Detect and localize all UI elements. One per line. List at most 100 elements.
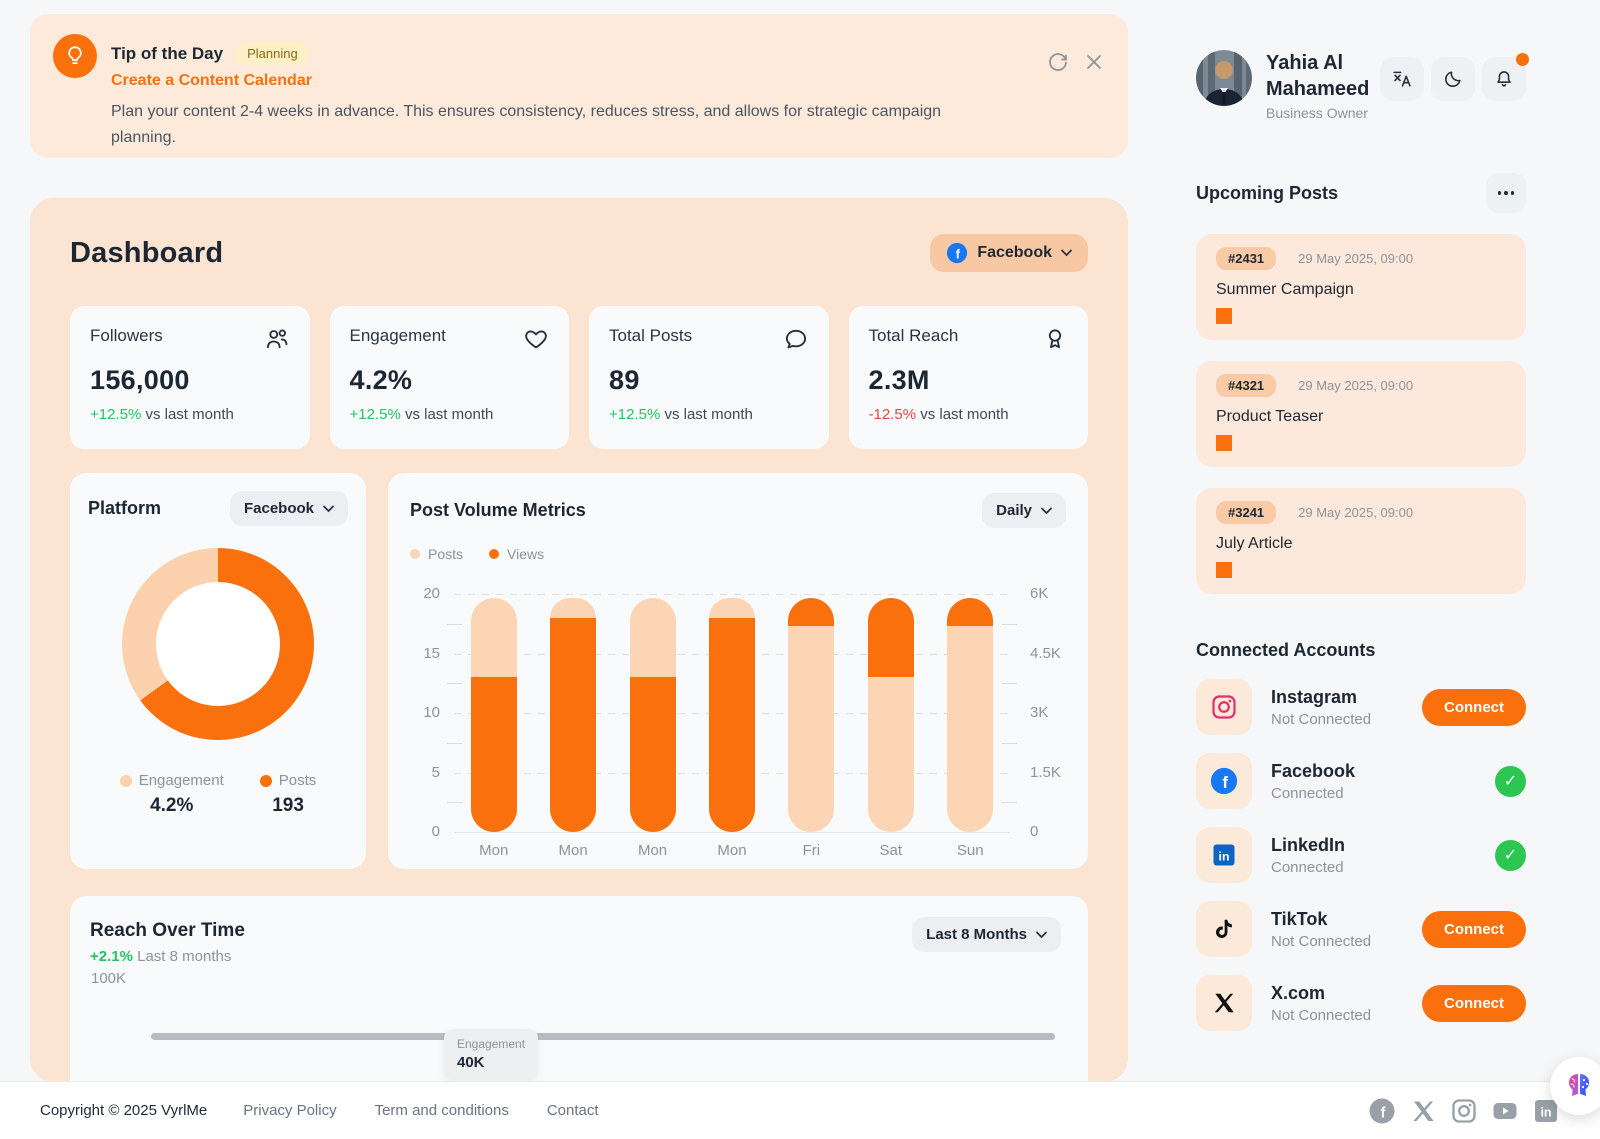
stat-label: Followers (90, 326, 163, 345)
stat-value: 89 (609, 365, 640, 395)
refresh-icon[interactable] (1046, 50, 1070, 74)
translate-icon[interactable] (1380, 57, 1424, 101)
instagram-icon[interactable] (1450, 1097, 1478, 1125)
post-platform-square (1216, 435, 1232, 451)
reach-line (151, 1033, 1055, 1040)
period-selector[interactable]: Daily (982, 493, 1066, 528)
svg-text:f: f (1381, 1104, 1387, 1121)
account-name: TikTok (1271, 908, 1328, 929)
account-status: Not Connected (1271, 710, 1372, 728)
heart-icon (523, 326, 549, 352)
upcoming-post-card[interactable]: #3241 29 May 2025, 09:00 July Article (1196, 488, 1526, 594)
footer: Copyright © 2025 VyrlMe Privacy Policy T… (0, 1081, 1600, 1139)
bar-sat[interactable]: Sat (867, 594, 914, 859)
stat-card-followers: Followers 156,000 +12.5% vs last month (70, 306, 310, 449)
bar-mon[interactable]: Mon (470, 594, 517, 859)
stat-delta-suffix: vs last month (400, 406, 494, 423)
reach-range-selector[interactable]: Last 8 Months (912, 917, 1061, 952)
more-options-icon[interactable] (1486, 173, 1526, 213)
connected-accounts-title: Connected Accounts (1196, 640, 1376, 660)
stat-value: 2.3M (868, 365, 930, 395)
tooltip-label: Engagement (457, 1037, 526, 1051)
connect-button[interactable]: Connect (1422, 984, 1526, 1022)
account-name: Facebook (1271, 760, 1356, 781)
post-datetime: 29 May 2025, 09:00 (1298, 251, 1414, 266)
account-status: Not Connected (1271, 932, 1372, 950)
bar-mon[interactable]: Mon (629, 594, 676, 859)
post-datetime: 29 May 2025, 09:00 (1298, 378, 1414, 393)
account-name: Instagram (1271, 686, 1358, 707)
notifications-icon[interactable] (1482, 53, 1529, 101)
facebook-icon[interactable]: f (1368, 1097, 1396, 1125)
bar-mon[interactable]: Mon (708, 594, 755, 859)
platform-selector-label: Facebook (977, 244, 1052, 261)
chevron-down-icon (1041, 507, 1052, 514)
tip-category-badge: Planning (235, 42, 310, 65)
close-icon[interactable] (1082, 50, 1106, 74)
x-icon[interactable] (1409, 1097, 1437, 1125)
reach-tooltip: Engagement 40K (444, 1029, 539, 1079)
terms-link[interactable]: Term and conditions (374, 1102, 509, 1119)
tip-title: Tip of the Day (111, 43, 224, 63)
youtube-icon[interactable] (1491, 1097, 1519, 1125)
users-icon (264, 326, 290, 352)
bar-fri[interactable]: Fri (788, 594, 835, 859)
account-name: LinkedIn (1271, 834, 1346, 855)
privacy-policy-link[interactable]: Privacy Policy (243, 1102, 337, 1119)
upcoming-post-card[interactable]: #2431 29 May 2025, 09:00 Summer Campaign (1196, 234, 1526, 340)
axis-right: 0 1.5K 3K 4.5K 6K (1030, 585, 1061, 840)
post-title: Summer Campaign (1216, 281, 1354, 298)
stat-delta-suffix: vs last month (141, 406, 234, 423)
posts-value: 193 (272, 795, 304, 816)
posts-dot (259, 774, 272, 787)
connect-button[interactable]: Connect (1422, 910, 1526, 948)
stat-delta: -12.5% (868, 406, 917, 423)
stat-card-total-reach: Total Reach 2.3M -12.5% vs last month (848, 306, 1088, 449)
svg-text:in: in (1219, 849, 1230, 863)
avatar[interactable] (1196, 50, 1252, 106)
reach-change: +2.1% (90, 948, 133, 965)
stat-card-engagement: Engagement 4.2% +12.5% vs last month (329, 306, 569, 449)
account-row-tiktok: TikTok Not Connected Connect (1196, 901, 1526, 957)
reach-range-label: Last 8 Months (926, 926, 1027, 943)
tooltip-value: 40K (457, 1054, 485, 1071)
bar-mon[interactable]: Mon (550, 594, 597, 859)
footer-links: Privacy Policy Term and conditions Conta… (243, 1102, 598, 1119)
post-id-badge: #3241 (1216, 501, 1277, 524)
platform-selector-dropdown[interactable]: f Facebook (930, 234, 1088, 272)
platform-card-selector-label: Facebook (243, 500, 314, 517)
tip-of-the-day-banner: Tip of the Day Planning Create a Content… (30, 14, 1128, 158)
legend-item: Views (489, 546, 544, 562)
legend-item: Posts (410, 546, 463, 562)
stat-value: 4.2% (349, 365, 413, 395)
connect-button[interactable]: Connect (1422, 688, 1526, 726)
post-platform-square (1216, 308, 1232, 324)
chevron-down-icon (1036, 931, 1047, 938)
post-title: Product Teaser (1216, 408, 1324, 425)
post-volume-title: Post Volume Metrics (410, 500, 586, 520)
medal-icon (1042, 326, 1068, 352)
volume-bars: Mon Mon Mon Mon Fri Sat Sun (454, 594, 1010, 859)
platform-card-title: Platform (88, 498, 162, 518)
ai-assistant-button[interactable] (1550, 1057, 1600, 1115)
reach-title: Reach Over Time (90, 920, 245, 941)
upcoming-post-card[interactable]: #4321 29 May 2025, 09:00 Product Teaser (1196, 361, 1526, 467)
user-role: Business Owner (1266, 105, 1368, 121)
platform-donut[interactable] (122, 548, 314, 740)
linkedin-icon[interactable]: in (1532, 1097, 1560, 1125)
chevron-down-icon (323, 505, 334, 512)
account-status: Connected (1271, 858, 1344, 876)
svg-text:f: f (956, 247, 961, 262)
platform-card-selector[interactable]: Facebook (229, 491, 348, 526)
lightbulb-icon (53, 34, 97, 78)
axis-left: 0 5 10 15 20 (423, 585, 440, 840)
facebook-icon: f (1196, 753, 1252, 809)
contact-link[interactable]: Contact (546, 1102, 599, 1119)
dark-mode-icon[interactable] (1431, 57, 1475, 101)
svg-text:in: in (1540, 1105, 1551, 1119)
account-status: Connected (1271, 784, 1344, 802)
tiktok-icon (1196, 901, 1252, 957)
bar-sun[interactable]: Sun (947, 594, 994, 859)
engagement-dot (119, 774, 132, 787)
reach-over-time-card: Reach Over Time +2.1% Last 8 months 100K… (70, 896, 1088, 1082)
